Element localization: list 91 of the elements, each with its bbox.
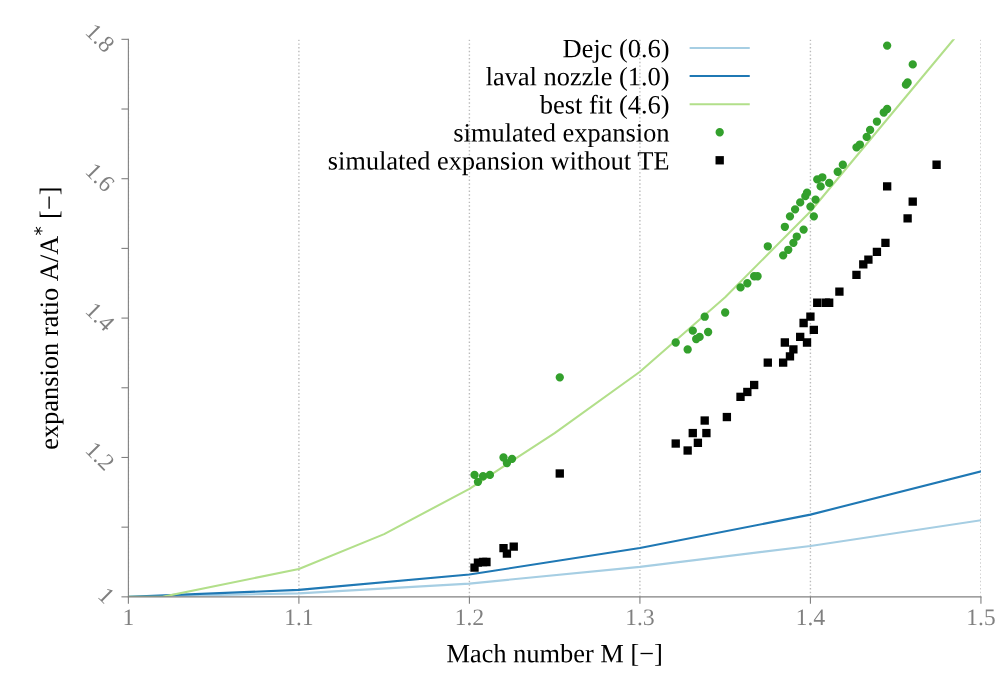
y-tick-label: 1.8	[85, 23, 116, 54]
point	[818, 173, 827, 182]
point	[796, 198, 805, 207]
y-tick-label: 1.2	[85, 441, 116, 472]
point	[482, 557, 491, 567]
x-tick-label: 1.3	[627, 609, 654, 626]
point	[688, 326, 697, 335]
point	[882, 182, 892, 191]
point	[683, 446, 692, 455]
point	[802, 188, 812, 197]
point	[785, 352, 795, 361]
point	[882, 41, 892, 50]
point	[671, 338, 680, 347]
x-tick-label: 1.2	[456, 609, 483, 626]
point	[825, 178, 834, 188]
point	[470, 563, 479, 572]
point	[872, 117, 882, 126]
point	[683, 345, 692, 354]
point	[722, 412, 732, 422]
point	[838, 160, 847, 169]
legend-label: Dejc (0.6)	[563, 38, 669, 63]
x-tick-label: 1.4	[797, 609, 825, 626]
point	[855, 140, 865, 149]
point	[509, 542, 518, 551]
y-tick-label: 1.6	[85, 162, 116, 193]
point	[809, 325, 818, 335]
y-axis-title: expansion ratio A/A$^{*}$ [−]	[34, 188, 64, 449]
point	[784, 245, 793, 254]
point	[671, 439, 680, 448]
point	[703, 327, 713, 337]
point	[790, 205, 800, 214]
point	[502, 549, 512, 558]
point	[908, 197, 917, 206]
point	[485, 470, 495, 480]
legend-label: best fit (4.6)	[539, 94, 669, 120]
point	[763, 242, 772, 251]
y-tick-label: 1.4	[85, 302, 116, 333]
point	[806, 312, 815, 321]
x-tick-label: 1.1	[286, 609, 313, 626]
point	[478, 472, 488, 481]
point	[700, 312, 709, 321]
point	[852, 270, 861, 280]
point	[872, 247, 882, 257]
point	[799, 225, 808, 234]
point	[813, 298, 822, 307]
point	[865, 125, 875, 135]
point	[862, 132, 871, 142]
point	[785, 212, 795, 221]
point	[702, 428, 711, 438]
point	[736, 283, 745, 292]
point	[802, 338, 812, 347]
point	[816, 182, 825, 191]
point	[688, 428, 697, 438]
point	[833, 167, 842, 176]
point	[555, 469, 564, 478]
point	[882, 104, 892, 114]
point	[908, 60, 917, 69]
x-axis-title: Mach number M [−]	[447, 643, 661, 666]
point	[749, 380, 759, 390]
point	[864, 255, 873, 264]
point	[693, 438, 703, 447]
point	[811, 195, 820, 204]
point	[470, 470, 479, 480]
legend-label: simulated expansion	[454, 123, 670, 148]
y-tick-label: 1	[98, 587, 116, 605]
point	[700, 416, 709, 425]
point	[932, 160, 941, 169]
legend-label: simulated expansion without TE	[328, 151, 669, 176]
point	[799, 318, 808, 328]
point	[743, 279, 752, 288]
point	[780, 338, 790, 347]
legend-label: laval nozzle (1.0)	[486, 66, 669, 91]
point	[809, 212, 818, 221]
point	[721, 308, 730, 317]
x-tick-label: 1	[124, 609, 133, 626]
point	[792, 232, 801, 241]
point	[743, 387, 752, 397]
point	[473, 477, 483, 487]
x-tick-label: 1.5	[968, 609, 995, 626]
point	[881, 238, 890, 247]
point	[778, 358, 788, 367]
point	[825, 298, 834, 307]
point	[736, 392, 745, 402]
point	[555, 373, 564, 382]
point	[835, 287, 844, 296]
point	[778, 251, 788, 260]
point	[806, 202, 815, 211]
point	[780, 222, 790, 231]
point	[507, 454, 517, 464]
point	[903, 214, 912, 223]
point	[763, 358, 772, 367]
